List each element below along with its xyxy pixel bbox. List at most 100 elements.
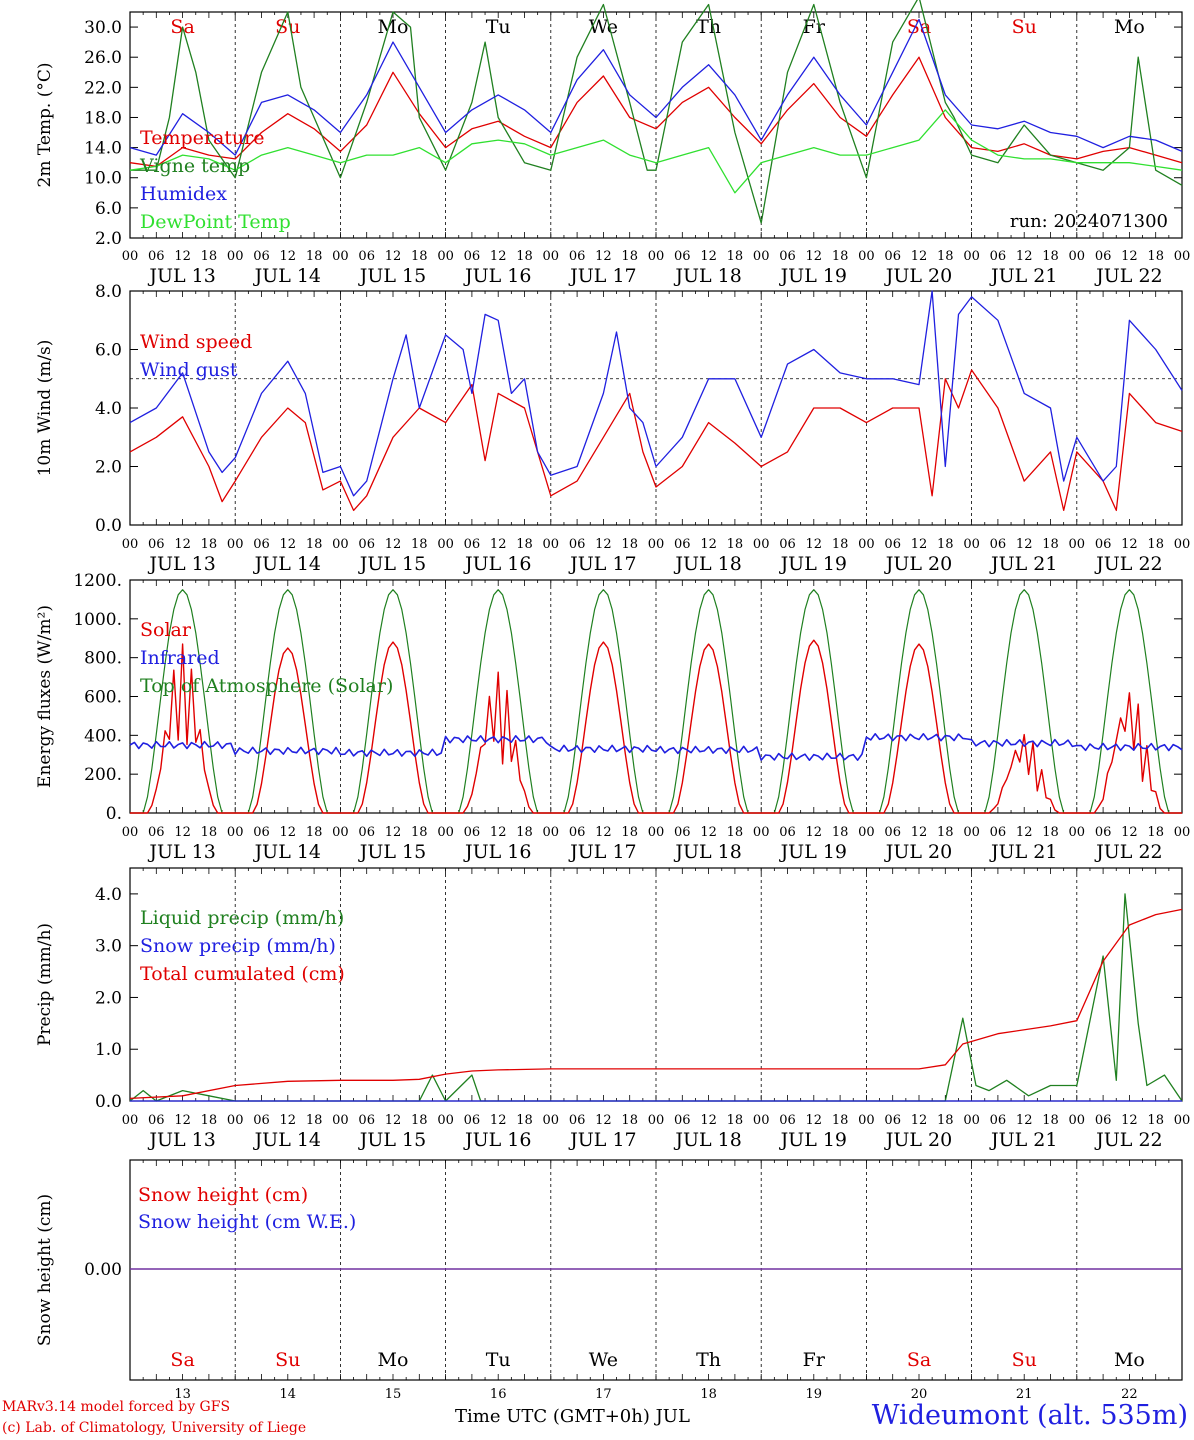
precip-panel-hour-label: 12 <box>911 1113 928 1128</box>
precip-panel-hour-label: 06 <box>674 1113 691 1128</box>
wind-panel-hour-label: 18 <box>1147 537 1164 552</box>
precip-panel-hour-label: 00 <box>1174 1113 1191 1128</box>
precip-panel-hour-label: 06 <box>569 1113 586 1128</box>
temp-panel-date-label: JUL 16 <box>463 265 531 287</box>
wind-panel-hour-label: 12 <box>280 537 297 552</box>
precip-panel-hour-label: 12 <box>280 1113 297 1128</box>
day-abbrev-bottom: Fr <box>803 1349 826 1371</box>
infrared-line <box>129 732 1183 762</box>
temp-panel-hour-label: 12 <box>806 249 823 264</box>
legend-entry: Snow precip (mm/h) <box>140 935 336 957</box>
series-line <box>130 0 1183 224</box>
wind-panel-date-label: JUL 21 <box>989 553 1057 575</box>
energy-panel-hour-label: 18 <box>1147 825 1164 840</box>
wind-panel-date-label: JUL 18 <box>673 553 741 575</box>
series-line <box>129 18 1183 156</box>
temp-panel-hour-label: 12 <box>280 249 297 264</box>
temp-panel-hour-label: 18 <box>832 249 849 264</box>
temp-panel-hour-label: 00 <box>1069 249 1086 264</box>
energy-panel-hour-label: 00 <box>648 825 665 840</box>
precip-panel-ylabel: Precip (mm/h) <box>35 923 55 1046</box>
series-line <box>129 369 1183 512</box>
day-abbrev-bottom: Tu <box>486 1349 511 1371</box>
temp-panel-hour-label: 00 <box>858 249 875 264</box>
precip-panel-hour-label: 18 <box>727 1113 744 1128</box>
series-line <box>129 290 1183 497</box>
day-number: 19 <box>806 1387 823 1402</box>
precip-panel-hour-label: 18 <box>621 1113 638 1128</box>
precip-panel-hour-label: 18 <box>937 1113 954 1128</box>
wind-panel-hour-label: 00 <box>753 537 770 552</box>
day-abbrev: Su <box>275 16 300 38</box>
energy-panel-hour-label: 12 <box>385 825 402 840</box>
legend-entry: Snow height (cm) <box>138 1184 308 1206</box>
wind-panel-hour-label: 00 <box>963 537 980 552</box>
wind-panel-hour-label: 18 <box>201 537 218 552</box>
temp-panel-hour-label: 18 <box>1042 249 1059 264</box>
wind-panel-hour-label: 00 <box>227 537 244 552</box>
day-abbrev-bottom: Th <box>696 1349 721 1371</box>
temp-panel-hour-label: 12 <box>174 249 191 264</box>
precip-panel-hour-label: 06 <box>148 1113 165 1128</box>
energy-panel-ylabel: Energy fluxes (W/m²) <box>35 605 55 788</box>
wind-panel-hour-label: 18 <box>516 537 533 552</box>
wind-panel-hour-label: 00 <box>648 537 665 552</box>
energy-panel-hour-label: 00 <box>1069 825 1086 840</box>
temp-panel-date-label: JUL 13 <box>147 265 215 287</box>
energy-panel-hour-label: 12 <box>1121 825 1138 840</box>
energy-panel-hour-label: 00 <box>332 825 349 840</box>
series-line <box>129 109 1183 194</box>
temp-panel-hour-label: 00 <box>648 249 665 264</box>
energy-panel-hour-label: 12 <box>595 825 612 840</box>
legend-entry: Solar <box>140 619 192 641</box>
wind-panel-hour-label: 12 <box>385 537 402 552</box>
precip-panel-hour-label: 06 <box>358 1113 375 1128</box>
legend-entry: Vigne temp <box>139 155 250 177</box>
day-abbrev-bottom: Mo <box>1114 1349 1145 1371</box>
wind-panel-hour-label: 06 <box>674 537 691 552</box>
wind-panel-hour-label: 06 <box>884 537 901 552</box>
wind-panel-ytick-label: 8.0 <box>95 282 122 302</box>
day-abbrev: Mo <box>378 16 409 38</box>
energy-panel-ytick-label: 1200. <box>73 571 122 591</box>
wind-panel-hour-label: 00 <box>437 537 454 552</box>
temp-panel-hour-label: 06 <box>884 249 901 264</box>
energy-panel-hour-label: 12 <box>174 825 191 840</box>
wind-panel-hour-label: 12 <box>174 537 191 552</box>
day-number: 16 <box>490 1387 507 1402</box>
precip-panel-date-label: JUL 15 <box>358 1129 426 1151</box>
precip-panel-hour-label: 12 <box>700 1113 717 1128</box>
temp-panel-ytick-label: 30.0 <box>84 18 122 38</box>
energy-panel-hour-label: 00 <box>963 825 980 840</box>
precip-panel-hour-label: 06 <box>464 1113 481 1128</box>
temp-panel-hour-label: 12 <box>1121 249 1138 264</box>
day-abbrev-bottom: We <box>589 1349 618 1371</box>
wind-panel-hour-label: 18 <box>1042 537 1059 552</box>
day-abbrev-bottom: Su <box>1012 1349 1037 1371</box>
precip-panel-hour-label: 00 <box>858 1113 875 1128</box>
wind-panel-hour-label: 18 <box>727 537 744 552</box>
temp-panel-hour-label: 00 <box>437 249 454 264</box>
wind-panel-hour-label: 18 <box>306 537 323 552</box>
precip-panel-hour-label: 18 <box>516 1113 533 1128</box>
day-abbrev-bottom: Su <box>275 1349 300 1371</box>
energy-panel-hour-label: 06 <box>990 825 1007 840</box>
precip-panel-hour-label: 18 <box>1147 1113 1164 1128</box>
energy-panel-hour-label: 06 <box>464 825 481 840</box>
energy-panel-hour-label: 18 <box>621 825 638 840</box>
temp-panel-hour-label: 18 <box>411 249 428 264</box>
temp-panel-hour-label: 06 <box>779 249 796 264</box>
temp-panel-hour-label: 00 <box>332 249 349 264</box>
day-number: 18 <box>700 1387 717 1402</box>
legend-entry: Humidex <box>140 183 227 205</box>
precip-panel-hour-label: 00 <box>648 1113 665 1128</box>
temp-panel-hour-label: 00 <box>122 249 139 264</box>
energy-panel-date-label: JUL 16 <box>463 841 531 863</box>
wind-panel-hour-label: 06 <box>990 537 1007 552</box>
wind-panel-hour-label: 12 <box>911 537 928 552</box>
precip-panel-hour-label: 12 <box>490 1113 507 1128</box>
precip-panel-hour-label: 00 <box>963 1113 980 1128</box>
precip-panel-date-label: JUL 17 <box>568 1129 636 1151</box>
temp-panel-hour-label: 18 <box>201 249 218 264</box>
energy-panel-hour-label: 06 <box>674 825 691 840</box>
